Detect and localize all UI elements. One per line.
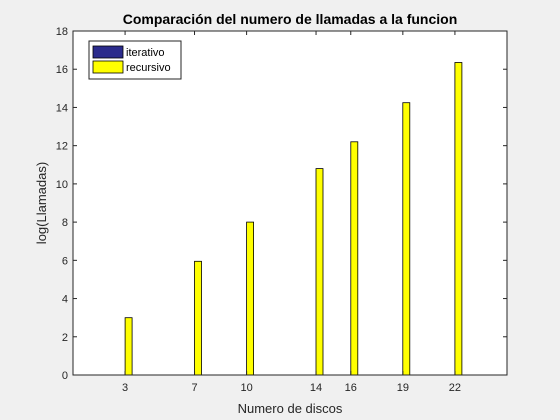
legend-swatch-iterativo — [92, 45, 124, 59]
legend: iterativo recursivo — [88, 40, 182, 80]
y-tick-label: 12 — [56, 141, 68, 153]
y-tick-label: 6 — [62, 255, 68, 267]
bar-recursivo-7 — [194, 260, 202, 376]
x-tick-label: 10 — [240, 382, 252, 394]
bars-group — [124, 62, 463, 376]
y-tick-label: 0 — [62, 370, 68, 382]
y-tick-label: 14 — [56, 102, 68, 114]
x-tick-label: 3 — [122, 382, 128, 394]
axes-box — [72, 30, 508, 376]
bar-recursivo-16 — [350, 141, 359, 376]
plot-area — [73, 31, 507, 375]
y-tick-label: 4 — [62, 294, 68, 306]
legend-label-recursivo: recursivo — [126, 62, 171, 74]
bar-recursivo-10 — [246, 221, 255, 376]
axes-group: 0 2 4 6 8 10 12 14 16 18 3 7 10 14 16 19 22 — [56, 26, 508, 394]
bar-recursivo-19 — [402, 102, 411, 376]
x-tick-label: 19 — [397, 382, 409, 394]
y-axis-label: log(Llamadas) — [34, 162, 49, 244]
y-tick-label: 2 — [62, 332, 68, 344]
chart-title: Comparación del numero de llamadas a la … — [123, 11, 458, 27]
y-tick-label: 10 — [56, 179, 68, 191]
bar-recursivo-3 — [124, 317, 133, 376]
y-tick-label: 16 — [56, 64, 68, 76]
x-tick-label: 7 — [191, 382, 197, 394]
y-tick-label: 18 — [56, 26, 68, 38]
x-tick-label: 16 — [345, 382, 357, 394]
legend-label-iterativo: iterativo — [126, 47, 165, 59]
legend-swatch-recursivo — [92, 60, 124, 74]
y-tick-label: 8 — [62, 217, 68, 229]
bar-recursivo-14 — [315, 168, 324, 376]
x-tick-label: 14 — [310, 382, 322, 394]
x-axis-label: Numero de discos — [238, 401, 343, 416]
bar-recursivo-22 — [454, 62, 463, 376]
x-tick-label: 22 — [449, 382, 461, 394]
